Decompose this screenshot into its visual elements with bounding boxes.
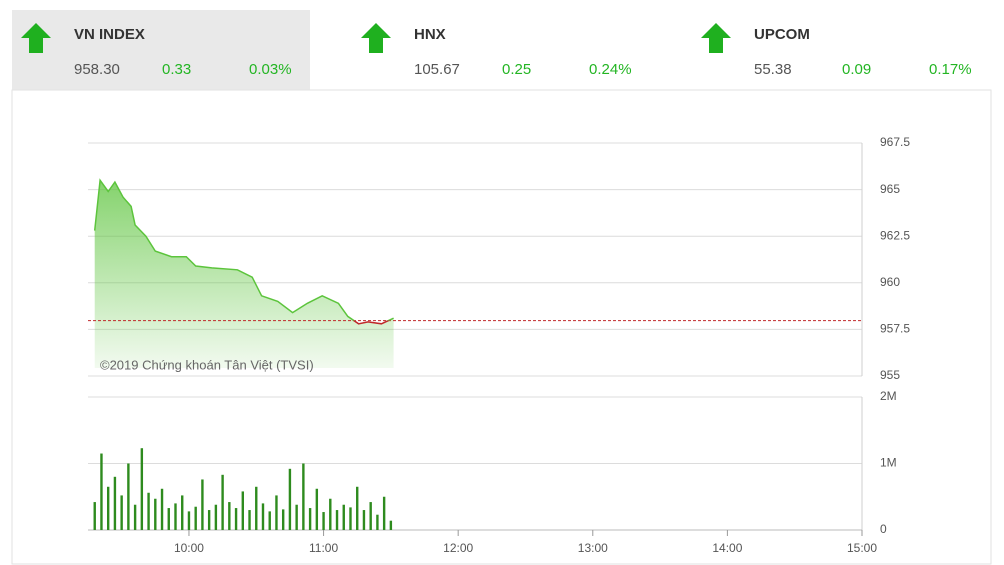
active-tab[interactable] <box>12 10 310 90</box>
volume-bar <box>382 496 386 530</box>
y-tick-label: 962.5 <box>880 228 910 242</box>
volume-bar <box>255 486 258 530</box>
volume-bar <box>140 448 144 530</box>
volume-bar <box>248 510 251 530</box>
x-tick-label: 11:00 <box>309 541 338 555</box>
index-change: 0.09 <box>842 61 871 78</box>
x-tick-label: 14:00 <box>712 541 742 555</box>
volume-bar <box>376 514 379 530</box>
volume-bar <box>234 508 238 530</box>
index-name: VN INDEX <box>74 26 145 43</box>
volume-bar <box>160 488 164 530</box>
volume-bar <box>389 520 393 530</box>
volume-bar <box>308 508 312 530</box>
x-tick-label: 13:00 <box>578 541 608 555</box>
y-tick-label: 1M <box>880 456 897 470</box>
volume-bar <box>261 503 265 530</box>
watermark: ©2019 Chứng khoán Tân Việt (TVSI) <box>100 357 314 372</box>
x-tick-label: 12:00 <box>443 541 473 555</box>
up-arrow <box>361 23 391 53</box>
volume-bar <box>342 504 345 530</box>
index-value: 105.67 <box>414 61 460 78</box>
volume-bar <box>268 511 271 530</box>
volume-bar <box>181 495 184 530</box>
y-tick-label: 957.5 <box>880 322 910 336</box>
y-tick-label: 960 <box>880 275 900 289</box>
x-tick-label: 15:00 <box>847 541 877 555</box>
price-line <box>93 178 394 325</box>
y-tick-label: 0 <box>880 522 887 536</box>
volume-bar <box>329 498 332 530</box>
volume-bar <box>120 495 123 530</box>
volume-bar <box>295 504 298 530</box>
volume-bar <box>106 486 110 530</box>
index-change: 0.33 <box>162 61 191 78</box>
volume-bar <box>194 506 197 530</box>
up-arrow <box>21 23 51 53</box>
volume-bar <box>147 492 150 530</box>
volume-bar <box>201 479 204 530</box>
index-percent: 0.17% <box>929 61 972 78</box>
volume-bar <box>221 474 224 530</box>
volume-bar <box>369 502 372 530</box>
y-tick-label: 955 <box>880 368 900 382</box>
index-name: HNX <box>414 26 446 43</box>
volume-bar <box>275 495 278 530</box>
index-percent: 0.03% <box>249 61 292 78</box>
index-percent: 0.24% <box>589 61 632 78</box>
volume-bar <box>214 504 218 530</box>
volume-bar <box>174 503 177 530</box>
index-name: UPCOM <box>754 26 810 43</box>
volume-bar <box>288 468 292 530</box>
volume-bar <box>362 510 366 530</box>
y-tick-label: 967.5 <box>880 135 910 149</box>
volume-bar <box>100 453 103 530</box>
volume-bar <box>281 509 285 530</box>
volume-bar <box>154 498 157 530</box>
volume-bar <box>349 507 352 530</box>
volume-bar <box>241 491 244 530</box>
y-tick-label: 2M <box>880 389 897 403</box>
chart-panel <box>11 89 992 565</box>
volume-bar <box>187 511 191 530</box>
volume-bar <box>93 502 96 530</box>
volume-bar <box>127 463 130 530</box>
up-arrow <box>701 23 731 53</box>
index-value: 55.38 <box>754 61 792 78</box>
volume-bar <box>322 512 325 530</box>
x-tick-label: 10:00 <box>174 541 204 555</box>
index-value: 958.30 <box>74 61 120 78</box>
index-change: 0.25 <box>502 61 531 78</box>
volume-bar <box>133 504 137 530</box>
volume-bar <box>207 510 211 530</box>
volume-bar <box>315 488 319 530</box>
volume-bar <box>356 486 359 530</box>
area <box>94 180 394 368</box>
volume-bar <box>113 476 117 530</box>
volume-bar <box>335 510 339 530</box>
volume-bar <box>228 502 231 530</box>
y-tick-label: 965 <box>880 182 900 196</box>
volume-bar <box>302 463 305 530</box>
volume-bar <box>167 508 170 530</box>
